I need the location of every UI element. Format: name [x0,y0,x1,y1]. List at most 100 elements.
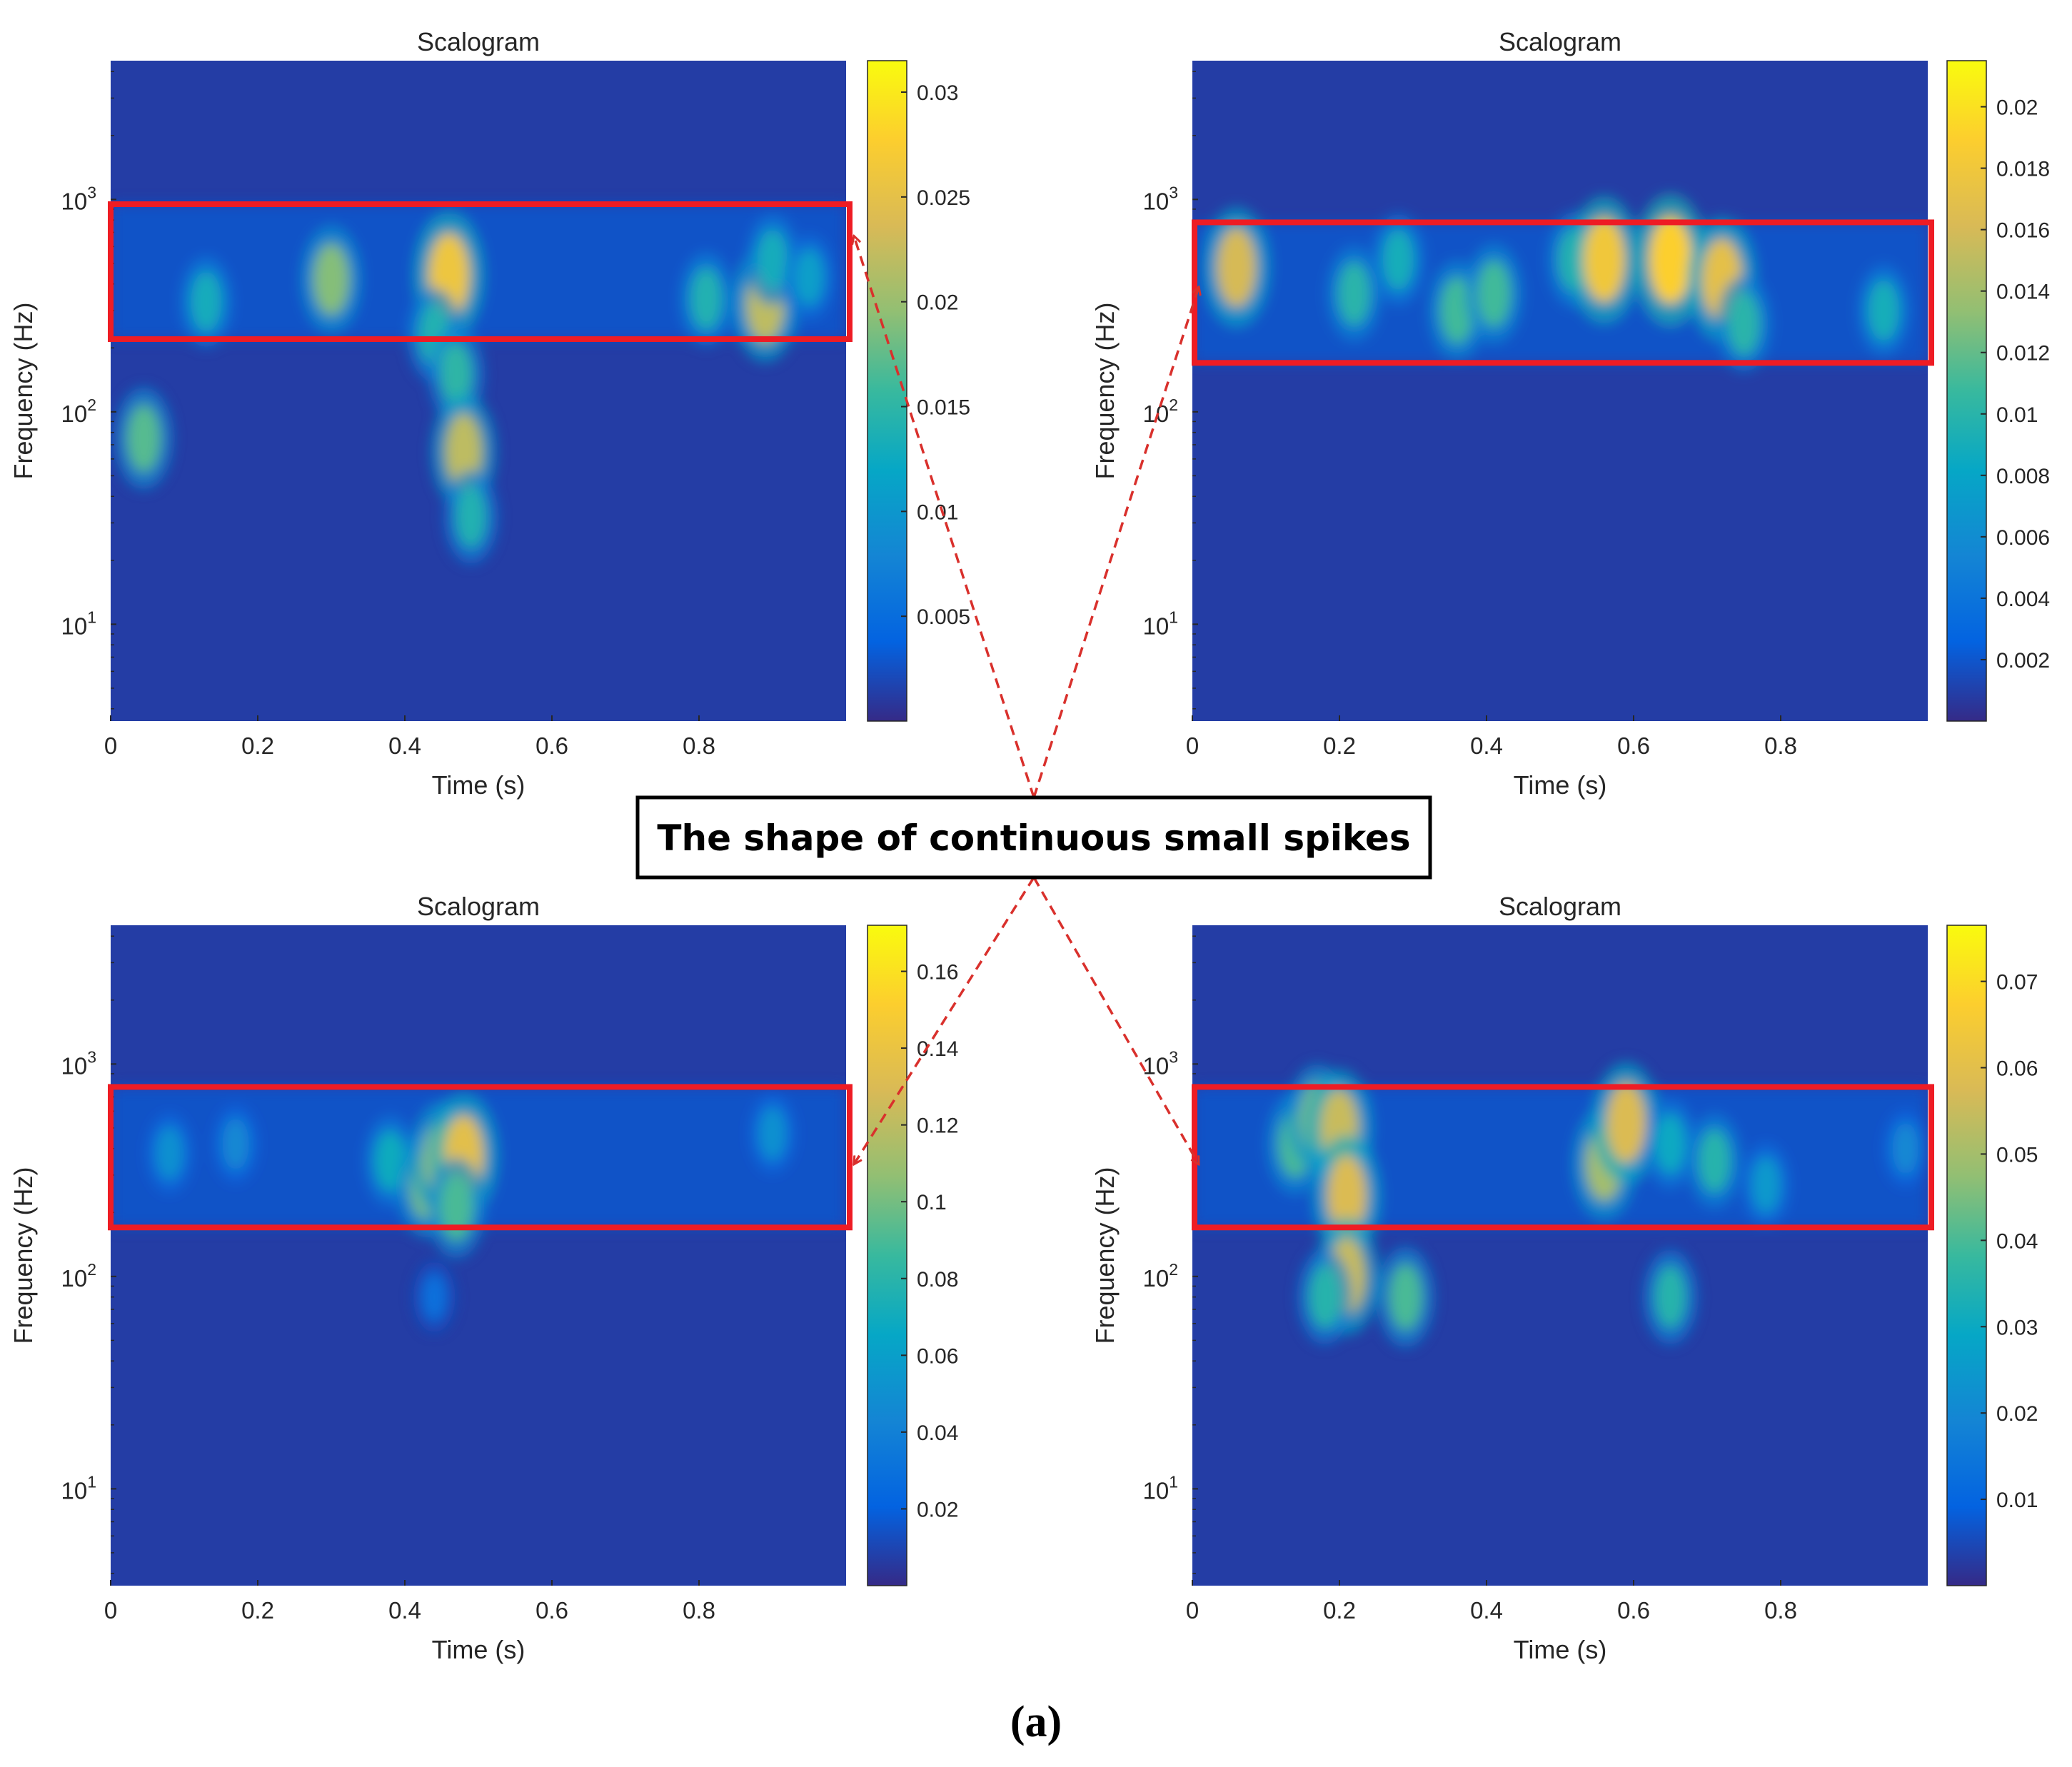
heatmap-background [111,925,846,1586]
colorbar-tick-label: 0.005 [917,605,970,629]
heatmap-hotspot [758,1107,787,1161]
colorbar-tick-label: 0.002 [1996,649,2050,673]
colorbar-tick-label: 0.06 [917,1344,958,1368]
colorbar-tick-label: 0.014 [1996,281,2050,304]
dashed-arrow [1032,877,1199,1164]
x-tick-label: 0.2 [1323,733,1356,759]
colorbar [867,925,907,1586]
heatmap-hotspot [1649,216,1692,304]
heatmap-field [1192,193,1928,372]
heatmap-hotspot [422,1273,447,1321]
x-tick-label: 0.6 [535,733,568,759]
y-tick-label: 103 [61,1047,96,1079]
heatmap-field [111,203,846,564]
heatmap-hotspot [126,404,161,473]
scalogram-panel-bottom-left: Scalogram 0 0.2 0.4 0.6 0.8 Time (s) 101 102 103 F… [9,892,958,1664]
scalogram-panel-top-left: Scalogram 0 0.2 0.4 0.6 0.8 Time (s) 101 102 103 F… [9,27,970,800]
colorbar-tick-label: 0.12 [917,1114,958,1138]
x-tick-label: 0.2 [241,733,274,759]
y-axis-label: Frequency (Hz) [1090,302,1120,479]
x-tick-label: 0 [104,1597,117,1623]
x-axis-label: Time (s) [1514,770,1607,800]
y-tick-label: 101 [61,1472,96,1504]
colorbar-tick-label: 0.004 [1996,588,2050,611]
x-tick-label: 0.4 [388,1597,421,1623]
colorbar-tick-label: 0.08 [917,1268,958,1292]
colorbar-tick-label: 0.01 [917,500,958,524]
annotation-text: The shape of continuous small spikes [657,817,1410,859]
heatmap-hotspot [440,342,473,407]
y-axis-label: Frequency (Hz) [9,302,38,479]
heatmap-hotspot [1440,277,1474,344]
colorbar [1946,925,1987,1586]
x-tick-label: 0.6 [1617,733,1650,759]
x-tick-label: 0.8 [683,733,715,759]
heatmap-hotspot [795,248,824,306]
y-tick-label: 101 [61,608,96,639]
scalogram-panel-bottom-right: Scalogram 0 0.2 0.4 0.6 0.8 Time (s) 101 102 103 F… [1090,892,2038,1664]
colorbar-tick-label: 0.14 [917,1037,958,1061]
heatmap-hotspot [1655,1114,1686,1174]
y-tick-label: 103 [61,183,96,214]
x-tick-label: 0.4 [1470,1597,1503,1623]
annotation-box [635,795,1432,880]
colorbar-tick-label: 0.05 [1996,1143,2038,1167]
x-tick-label: 0.4 [1470,733,1503,759]
colorbar-tick-label: 0.02 [917,291,958,315]
x-tick-label: 0 [104,733,117,759]
heatmap-hotspot [156,1126,183,1180]
colorbar-tick-label: 0.012 [1996,342,2050,366]
heatmap-hotspot [1654,1265,1686,1329]
y-tick-label: 102 [61,1260,96,1292]
heatmap-hotspot [1699,1129,1731,1193]
heatmap-hotspot [1606,1082,1646,1163]
colorbar-tick-label: 0.01 [1996,403,2038,427]
colorbar-tick-label: 0.07 [1996,971,2038,995]
colorbar-tick-label: 0.025 [917,186,970,210]
colorbar-tick-label: 0.02 [1996,96,2038,120]
highlight-box [108,1084,853,1231]
heatmap-background [1192,61,1928,721]
dashed-arrow [854,877,1035,1164]
heatmap-background [1192,925,1928,1586]
colorbar-tick-label: 0.16 [917,961,958,985]
x-tick-label: 0.6 [1617,1597,1650,1623]
figure-label: (a) [1010,1698,1062,1746]
heatmap-hotspot [1892,1122,1919,1175]
x-tick-label: 0.4 [388,733,421,759]
colorbar-tick-label: 0.02 [917,1498,958,1521]
x-tick-label: 0 [1186,1597,1199,1623]
colorbar-tick-label: 0.1 [917,1191,947,1214]
heatmap-hotspot [1868,280,1899,341]
dashed-arrow [1032,287,1199,798]
y-tick-label: 103 [1142,183,1178,214]
y-axis-label: Frequency (Hz) [1090,1167,1120,1344]
heatmap-hotspot [690,267,723,331]
heatmap-hotspot [1389,1263,1423,1331]
heatmap-hotspot [1327,1155,1367,1237]
x-tick-label: 0.2 [1323,1597,1356,1623]
colorbar-tick-label: 0.02 [1996,1402,2038,1426]
colorbar [1946,60,1987,722]
x-tick-label: 0 [1186,733,1199,759]
y-tick-label: 103 [1142,1047,1178,1079]
heatmap-hotspot [1583,217,1625,303]
heatmap-hotspot [1728,291,1760,356]
colorbar-tick-label: 0.006 [1996,526,2050,550]
x-tick-label: 0.2 [241,1597,274,1623]
heatmap-hotspot [1217,227,1257,307]
colorbar-tick-label: 0.01 [1996,1489,2038,1512]
colorbar-tick-label: 0.008 [1996,465,2050,488]
heatmap-hotspot [191,271,222,333]
panel-title: Scalogram [1499,892,1621,921]
heatmap-hotspot [313,243,349,316]
heatmap-hotspot [1751,1157,1781,1213]
colorbar-tick-label: 0.03 [917,81,958,105]
panel-title: Scalogram [417,27,540,56]
highlight-box [108,201,853,342]
heatmap-hotspot [439,1174,473,1242]
heatmap-hotspot [455,485,487,548]
y-tick-label: 102 [61,396,96,427]
y-tick-label: 101 [1142,608,1178,639]
heatmap-hotspot [1477,260,1511,327]
